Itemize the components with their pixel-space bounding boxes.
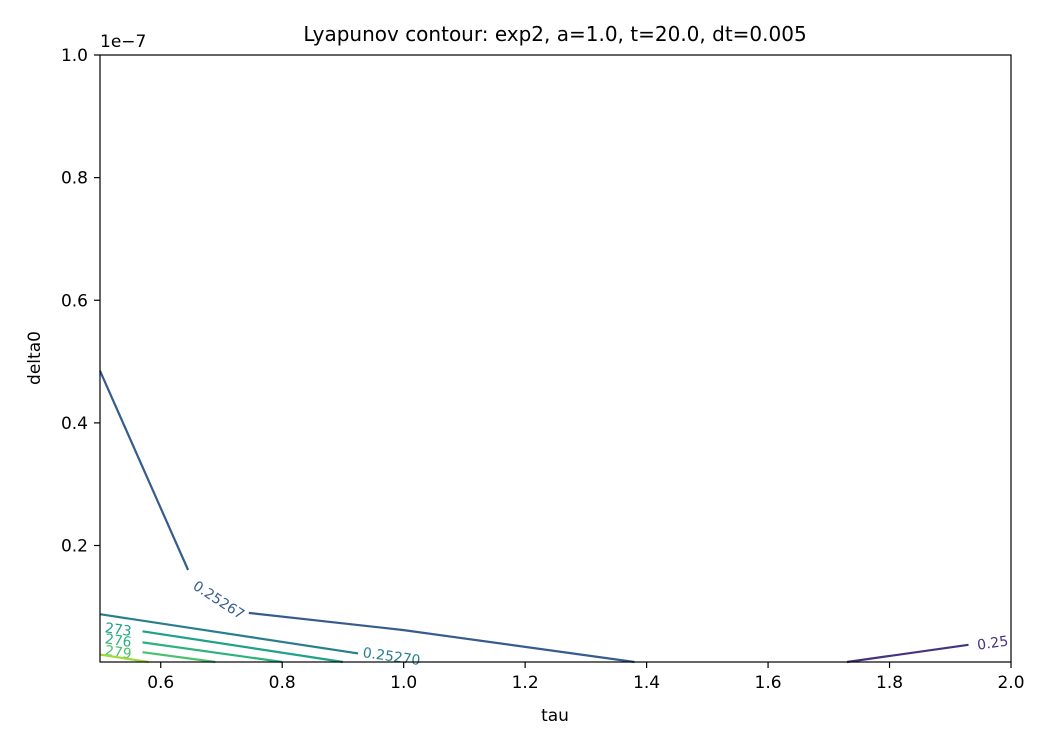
y-tick-label: 0.4 <box>61 414 88 434</box>
x-tick-label: 2.0 <box>997 673 1024 693</box>
y-tick-label: 0.6 <box>61 291 88 311</box>
y-tick-label: 0.8 <box>61 169 88 189</box>
contour-line <box>248 611 635 664</box>
contour-label: 276 <box>104 631 133 651</box>
contour-label: 0.25267 <box>190 578 247 623</box>
contour-label: 0.25270 <box>362 645 422 669</box>
plot-frame <box>99 54 1012 663</box>
y-tick-label: 1.0 <box>61 46 88 66</box>
x-tick-label: 1.0 <box>390 673 417 693</box>
contour-line <box>142 651 216 664</box>
x-tick-label: 1.8 <box>876 673 903 693</box>
contour-label: 273 <box>104 620 133 640</box>
x-axis-label: tau <box>541 706 569 726</box>
contour-line <box>99 653 149 664</box>
contour-label: 0.25 <box>976 634 1009 654</box>
y-offset-label: 1e−7 <box>100 32 146 52</box>
contour-line <box>142 630 344 664</box>
x-tick-label: 1.4 <box>633 673 660 693</box>
y-tick-label: 0.2 <box>61 537 88 557</box>
y-axis-label: delta0 <box>25 331 45 385</box>
x-tick-label: 1.2 <box>512 673 539 693</box>
contour-line <box>98 370 190 571</box>
x-tick-label: 0.6 <box>147 673 174 693</box>
contour-line <box>846 643 969 664</box>
x-tick-label: 1.6 <box>755 673 782 693</box>
contour-line <box>99 613 359 655</box>
x-tick-label: 0.8 <box>269 673 296 693</box>
contour-line <box>142 641 283 664</box>
chart-title: Lyapunov contour: exp2, a=1.0, t=20.0, d… <box>303 22 806 46</box>
